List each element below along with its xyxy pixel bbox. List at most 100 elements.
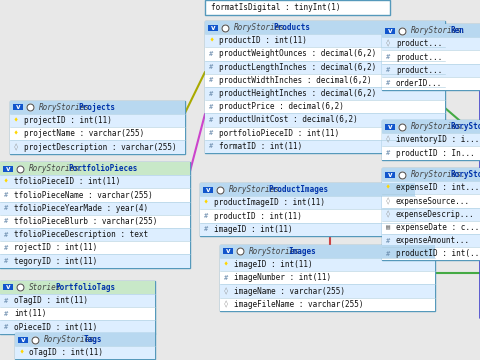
Text: ♦: ♦: [209, 38, 213, 44]
FancyBboxPatch shape: [382, 194, 480, 208]
Text: v: v: [388, 172, 392, 177]
Text: ◊: ◊: [386, 40, 390, 48]
Text: productID : int(...: productID : int(...: [396, 249, 480, 258]
Text: RoryStories.: RoryStories.: [234, 23, 289, 32]
FancyBboxPatch shape: [382, 77, 480, 90]
FancyBboxPatch shape: [10, 114, 185, 127]
Text: expenseID : int...: expenseID : int...: [396, 183, 479, 192]
FancyBboxPatch shape: [382, 133, 480, 147]
FancyBboxPatch shape: [382, 234, 480, 247]
FancyBboxPatch shape: [382, 120, 480, 133]
FancyBboxPatch shape: [205, 100, 445, 113]
FancyBboxPatch shape: [0, 307, 155, 320]
Text: #: #: [204, 226, 208, 232]
FancyBboxPatch shape: [205, 87, 445, 100]
Text: productPrice : decimal(6,2): productPrice : decimal(6,2): [219, 102, 344, 111]
Text: formatIsDigital : tinyInt(1): formatIsDigital : tinyInt(1): [211, 3, 340, 12]
Text: oTagID : int(11): oTagID : int(11): [14, 296, 88, 305]
Text: #: #: [4, 245, 8, 251]
Text: ◊: ◊: [14, 143, 18, 150]
FancyBboxPatch shape: [0, 202, 190, 215]
FancyBboxPatch shape: [382, 50, 480, 64]
Text: v: v: [211, 24, 216, 31]
Text: RoryStories.: RoryStories.: [411, 170, 467, 179]
FancyBboxPatch shape: [15, 346, 155, 359]
FancyBboxPatch shape: [223, 248, 233, 255]
FancyBboxPatch shape: [10, 140, 185, 154]
Text: expenseSource...: expenseSource...: [396, 197, 470, 206]
Text: v: v: [226, 248, 230, 255]
Text: #: #: [209, 104, 213, 110]
FancyBboxPatch shape: [382, 147, 480, 159]
Text: #: #: [386, 54, 390, 60]
Text: #: #: [209, 77, 213, 84]
FancyBboxPatch shape: [200, 183, 415, 236]
FancyBboxPatch shape: [382, 181, 480, 194]
FancyBboxPatch shape: [382, 168, 480, 260]
FancyBboxPatch shape: [220, 271, 435, 284]
FancyBboxPatch shape: [208, 24, 218, 31]
FancyBboxPatch shape: [205, 60, 445, 74]
Text: imageFileName : varchar(255): imageFileName : varchar(255): [234, 300, 363, 309]
Text: ◊: ◊: [386, 211, 390, 218]
Text: oPieceID : int(11): oPieceID : int(11): [14, 323, 97, 332]
Text: expenseDescrip...: expenseDescrip...: [396, 210, 475, 219]
Text: #: #: [386, 238, 390, 244]
Text: #: #: [224, 275, 228, 281]
FancyBboxPatch shape: [18, 337, 28, 343]
FancyBboxPatch shape: [0, 215, 190, 228]
FancyBboxPatch shape: [382, 208, 480, 221]
Text: #: #: [386, 67, 390, 73]
FancyBboxPatch shape: [382, 221, 480, 234]
Text: tfolioPieceYearMade : year(4): tfolioPieceYearMade : year(4): [14, 204, 148, 213]
FancyBboxPatch shape: [0, 294, 155, 307]
Text: v: v: [206, 186, 210, 193]
FancyBboxPatch shape: [220, 258, 435, 271]
Text: RoryStories.: RoryStories.: [39, 103, 95, 112]
FancyBboxPatch shape: [15, 333, 155, 359]
Text: ♦: ♦: [224, 262, 228, 267]
Text: #: #: [386, 251, 390, 257]
FancyBboxPatch shape: [0, 255, 190, 267]
FancyBboxPatch shape: [382, 37, 480, 50]
FancyBboxPatch shape: [203, 186, 213, 193]
FancyBboxPatch shape: [0, 281, 155, 334]
FancyBboxPatch shape: [0, 162, 190, 175]
Text: #: #: [209, 117, 213, 123]
Text: int(11): int(11): [14, 309, 47, 318]
Text: #: #: [209, 51, 213, 57]
FancyBboxPatch shape: [382, 24, 480, 37]
Text: #: #: [386, 80, 390, 86]
FancyBboxPatch shape: [382, 64, 480, 77]
FancyBboxPatch shape: [0, 228, 190, 241]
Text: v: v: [388, 28, 392, 33]
Text: ♦: ♦: [204, 200, 208, 206]
Text: #: #: [209, 143, 213, 149]
Text: RorySto: RorySto: [451, 170, 480, 179]
Text: productWidthInches : decimal(6,2): productWidthInches : decimal(6,2): [219, 76, 372, 85]
Text: RoryStories.: RoryStories.: [249, 247, 304, 256]
Text: ♦: ♦: [14, 118, 18, 123]
FancyBboxPatch shape: [200, 210, 415, 222]
Text: PortfolioTags: PortfolioTags: [55, 283, 116, 292]
Text: productImageID : int(11): productImageID : int(11): [214, 198, 325, 207]
Text: tfolioPieceBlurb : varchar(255): tfolioPieceBlurb : varchar(255): [14, 217, 157, 226]
FancyBboxPatch shape: [205, 140, 445, 153]
Text: ◊: ◊: [386, 136, 390, 143]
Text: ◊: ◊: [386, 197, 390, 204]
Text: productID : int(11): productID : int(11): [219, 36, 307, 45]
Text: #: #: [4, 311, 8, 317]
Text: productWeightOunces : decimal(6,2): productWeightOunces : decimal(6,2): [219, 49, 376, 58]
Text: product...: product...: [396, 39, 442, 48]
FancyBboxPatch shape: [205, 113, 445, 127]
FancyBboxPatch shape: [3, 166, 13, 172]
Text: inventoryID : i...: inventoryID : i...: [396, 135, 479, 144]
Text: oTagID : int(11): oTagID : int(11): [29, 348, 103, 357]
FancyBboxPatch shape: [3, 284, 13, 291]
Text: #: #: [209, 130, 213, 136]
Text: RoryStories.: RoryStories.: [411, 26, 467, 35]
FancyBboxPatch shape: [0, 241, 190, 255]
Text: orderID...: orderID...: [396, 79, 442, 88]
Text: productID : int(11): productID : int(11): [214, 212, 302, 220]
Text: Images: Images: [288, 247, 316, 256]
